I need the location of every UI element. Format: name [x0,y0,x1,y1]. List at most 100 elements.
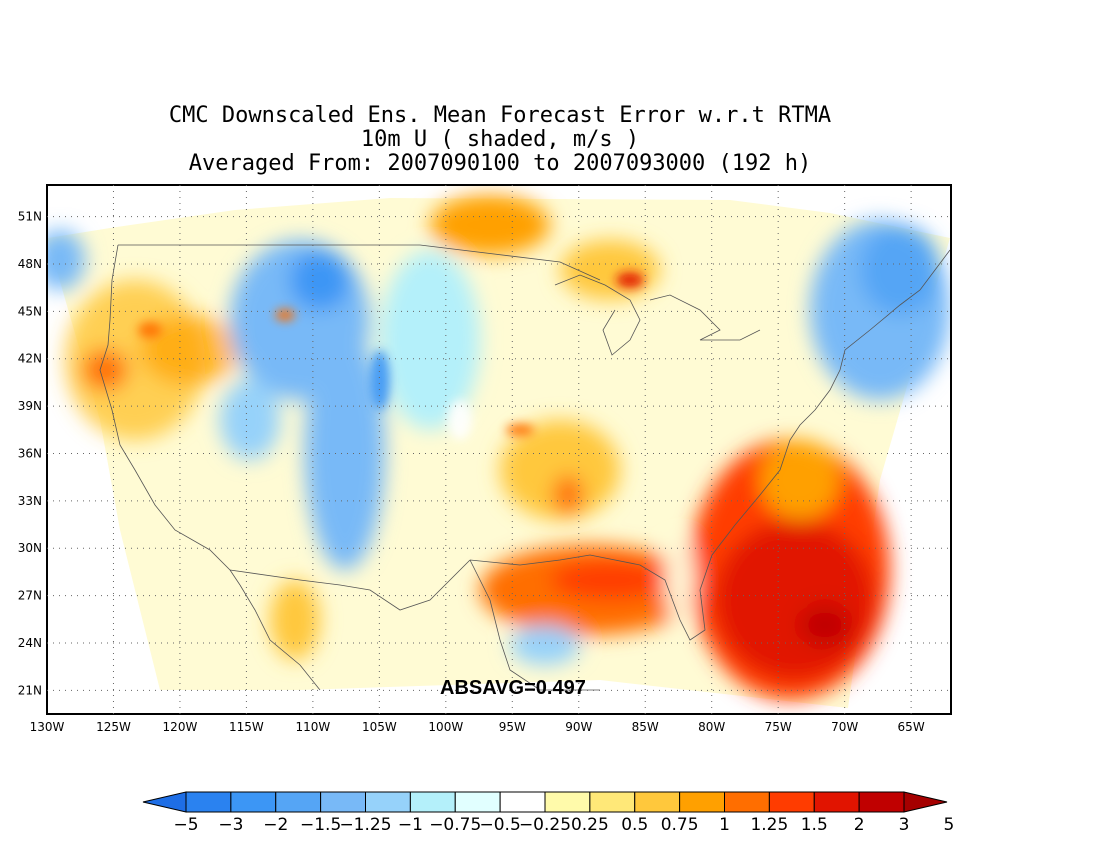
colorbar-swatch [589,791,636,813]
colorbar-label: 1.25 [750,815,788,835]
west-coastline [99,244,241,586]
lon-tick-label: 110W [295,720,330,734]
lon-tick-label: 90W [565,720,592,734]
colorbar-swatch [409,791,456,813]
colorbar-label: 2 [854,815,865,835]
midwest-positive [500,420,620,520]
lon-tick-label: 80W [698,720,725,734]
colorbar-label: 0.5 [621,815,648,835]
lon-tick-label: 65W [898,720,925,734]
lon-tick-label: 70W [831,720,858,734]
colorbar-label: 3 [899,815,910,835]
colorbar-swatch [454,791,501,813]
lon-tick-label: 115W [229,720,264,734]
colorbar-label: −0.25 [519,815,571,835]
colorbar: −5 −3 −2 −1.5−1.25 −1 −0.75−0.5−0.25 0.25 0.5 0.… [142,791,954,835]
colorbar-swatch [230,791,277,813]
carolina-positive [760,440,840,520]
shaded-field [47,195,950,708]
lat-tick-label: 45N [18,304,42,318]
us-canada-border [118,244,601,281]
baja-coastline [239,584,321,691]
lat-tick-label: 51N [18,210,42,224]
colorbar-swatch [813,791,860,813]
colorbar-swatch [185,791,232,813]
colorbar-swatch [768,791,815,813]
lon-tick-label: 75W [765,720,792,734]
atlantic-max [800,605,850,645]
lat-tick-label: 24N [18,636,42,650]
colorbar-swatch [544,791,591,813]
colorbar-swatch [365,791,411,813]
chart-subtitle-period: Averaged From: 2007090100 to 2007093000 … [188,151,812,176]
mexico-gulf-coastline [469,559,600,691]
colorbar-swatch [499,791,546,813]
colorbar-swatch [320,791,366,813]
lon-tick-label: 125W [96,720,131,734]
speckle-b [275,309,295,321]
atlantic-coastline [814,249,951,411]
us-mexico-border [229,559,471,611]
chart-title: CMC Downscaled Ens. Mean Forecast Error … [168,103,832,128]
lon-tick-label: 105W [362,720,397,734]
colorbar-swatch [275,791,322,813]
lon-tick-label: 100W [428,720,463,734]
speckle-c [506,424,534,436]
speckle-a [138,322,162,338]
colorbar-label: 0.25 [571,815,609,835]
colorbar-high-arrow [903,791,948,813]
lat-tick-label: 39N [18,399,42,413]
colorbar-label: 1 [719,815,730,835]
baja-positive [270,580,320,660]
atlantic-core [715,520,875,680]
gulf-max [550,560,670,600]
colorbar-label: −2 [263,815,288,835]
florida-white [665,540,695,620]
gulf-negative [510,625,580,665]
colorbar-label: −1.5 [300,815,341,835]
colorbar-label: −3 [218,815,243,835]
colorbar-low-arrow [142,791,187,813]
oregon-max [83,350,127,390]
lat-tick-label: 33N [18,494,42,508]
plains-negative [380,250,480,430]
chart-subtitle-variable: 10m U ( shaded, m/s ) [360,127,640,152]
southwest-negative [305,330,385,570]
speckle-f [370,350,390,410]
lat-tick-label: 36N [18,446,42,460]
absavg-annotation: ABSAVG=0.497 [440,677,586,699]
lat-tick-label: 30N [18,541,42,555]
great-basin-positive [140,315,240,385]
pacific-northwest-negative [47,230,85,290]
lat-tick-label: 27N [18,589,42,603]
lat-tick-label: 48N [18,257,42,271]
colorbar-label: −0.5 [479,815,520,835]
colorbar-label: 1.5 [801,815,828,835]
colorbar-swatch [724,791,770,813]
colorbar-label: 5 [943,815,954,835]
colorbar-swatch [858,791,905,813]
new-england-blue [860,225,940,315]
speckle-d [616,272,644,288]
lon-tick-label: 95W [499,720,526,734]
rockies-core [290,250,350,310]
lon-tick-label: 120W [163,720,198,734]
coastlines [99,244,951,691]
mississippi-max [553,475,583,515]
colorbar-label: −0.75 [429,815,481,835]
lon-tick-label: 85W [632,720,659,734]
great-lakes [554,274,761,356]
map-frame [46,184,952,715]
lat-axis: 51N 48N 45N 42N 39N 36N 33N 30N 27N 24N 21N [18,210,42,698]
colorbar-swatch [679,791,725,813]
colorbar-label: −1.25 [339,815,391,835]
speckle-e [448,400,472,440]
lat-tick-label: 21N [18,683,42,697]
colorbar-label: −1 [398,815,423,835]
colorbar-label: −5 [173,815,198,835]
colorbar-label: 0.75 [661,815,699,835]
graticule [47,185,951,714]
utah-negative [220,380,280,460]
ontario-positive [430,195,550,255]
